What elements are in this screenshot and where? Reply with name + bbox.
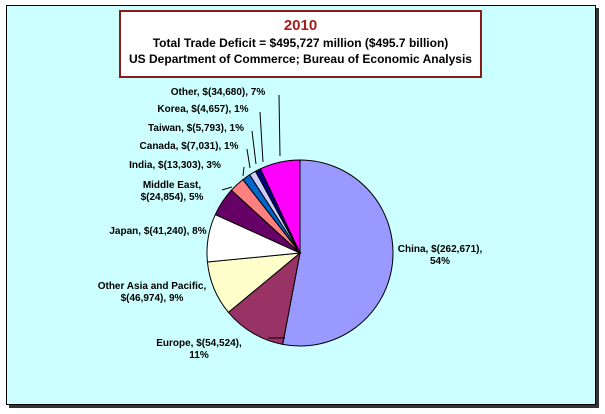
title-box: 2010 Total Trade Deficit = $495,727 mill… bbox=[119, 10, 482, 78]
data-label-line: $(46,974), 9% bbox=[121, 293, 184, 304]
data-label-line: China, $(262,671), bbox=[398, 244, 483, 255]
data-label-line: Japan, $(41,240), 8% bbox=[109, 226, 206, 237]
chart-subtitle-source: US Department of Commerce; Bureau of Eco… bbox=[129, 52, 472, 66]
chart-title: 2010 bbox=[283, 17, 318, 34]
data-label-line: 11% bbox=[189, 350, 209, 361]
data-label-other-asia-and-pacific: Other Asia and Pacific, $(46,974), 9% bbox=[98, 281, 207, 304]
data-label-line: India, $(13,303), 3% bbox=[129, 160, 221, 171]
leader-line-other bbox=[278, 94, 281, 157]
data-label-line: Taiwan, $(5,793), 1% bbox=[148, 123, 244, 134]
leader-line-india bbox=[242, 166, 245, 177]
data-label-india: India, $(13,303), 3% bbox=[129, 160, 221, 171]
data-label-line: Korea, $(4,657), 1% bbox=[157, 104, 248, 115]
data-label-china: China, $(262,671), 54% bbox=[398, 244, 483, 267]
data-label-taiwan: Taiwan, $(5,793), 1% bbox=[148, 123, 244, 134]
data-label-line: Canada, $(7,031), 1% bbox=[140, 141, 239, 152]
data-label-line: 54% bbox=[430, 256, 450, 267]
data-label-korea: Korea, $(4,657), 1% bbox=[157, 104, 248, 115]
data-label-japan: Japan, $(41,240), 8% bbox=[109, 226, 206, 237]
data-label-europe: Europe, $(54,524), 11% bbox=[156, 338, 242, 361]
leader-line-taiwan bbox=[251, 130, 257, 165]
data-label-other: Other, $(34,680), 7% bbox=[171, 87, 266, 98]
data-label-line: Europe, $(54,524), bbox=[156, 338, 242, 349]
leader-line-middle-east bbox=[221, 186, 233, 191]
leader-line-canada bbox=[246, 148, 251, 169]
leader-line-korea bbox=[259, 111, 264, 163]
pie-slice-china bbox=[282, 159, 394, 347]
chart-subtitle-deficit: Total Trade Deficit = $495,727 million (… bbox=[152, 36, 449, 50]
data-label-line: Other, $(34,680), 7% bbox=[171, 87, 266, 98]
data-label-canada: Canada, $(7,031), 1% bbox=[140, 141, 239, 152]
data-label-line: $(24,854), 5% bbox=[141, 192, 204, 203]
pie-slice-other bbox=[259, 159, 301, 254]
data-label-line: Other Asia and Pacific, bbox=[98, 281, 207, 292]
data-label-middle-east: Middle East, $(24,854), 5% bbox=[141, 180, 204, 203]
data-label-line: Middle East, bbox=[143, 180, 202, 191]
